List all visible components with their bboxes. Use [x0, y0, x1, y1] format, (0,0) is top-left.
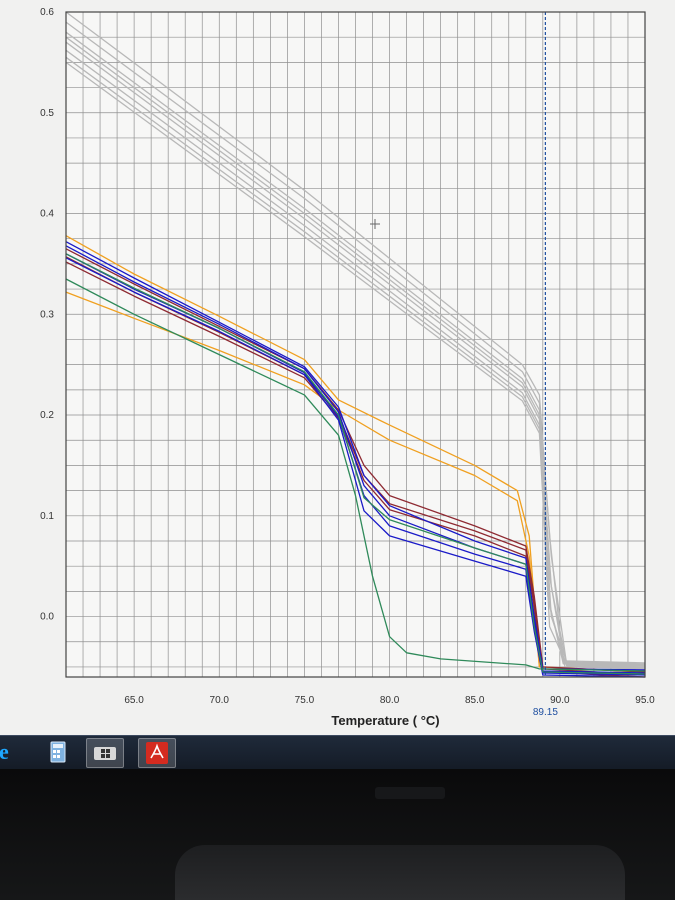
x-tick-label: 90.0	[550, 695, 570, 706]
plot-border	[65, 11, 646, 678]
y-tick-label: 0.4	[40, 209, 54, 220]
y-tick-label: 0.1	[40, 511, 54, 522]
pdf-icon-bg	[146, 742, 168, 764]
ie-icon-glyph: e	[0, 741, 9, 763]
monitor-stand	[175, 845, 625, 900]
series-line-4	[65, 36, 646, 669]
ie-e-glyph: e	[0, 741, 9, 763]
x-tick-label: 85.0	[465, 695, 485, 706]
app-window-shape	[94, 747, 116, 760]
y-tick-label: 0.2	[40, 410, 54, 421]
y-tick-label: 0.0	[40, 612, 54, 623]
series-line-5	[65, 41, 646, 667]
windows-logo-pane	[106, 754, 110, 758]
windows-app-icon[interactable]	[86, 738, 124, 768]
series-line-9	[65, 235, 646, 673]
x-tick-label: 75.0	[295, 695, 315, 706]
windows-logo-pane	[101, 749, 105, 753]
x-tick-label: 65.0	[124, 695, 144, 706]
series-line-3	[65, 31, 646, 670]
y-tick-label: 0.5	[40, 108, 54, 119]
screen: 89.15 0.0 0.1 0.2 0.3 0.4 0.5 0.6 65.0 70.0 75.0 80…	[0, 0, 675, 735]
series-line-6	[65, 49, 646, 666]
series-line-14	[65, 241, 646, 671]
x-tick-label: 80.0	[380, 695, 400, 706]
y-tick-label: 0.6	[40, 7, 54, 18]
series-line-15	[65, 245, 646, 674]
calculator-key	[53, 755, 56, 758]
series-line-13	[65, 261, 646, 678]
x-tick-label: 95.0	[635, 695, 655, 706]
taskbar: e	[0, 735, 675, 770]
melt-curve-chart: 89.15 0.0 0.1 0.2 0.3 0.4 0.5 0.6 65.0 70.0 75.0 80…	[40, 7, 655, 728]
monitor-logo	[375, 787, 445, 799]
calculator-key	[57, 750, 60, 753]
pdf-icon-mark	[150, 743, 164, 759]
y-tick-label: 0.3	[40, 309, 54, 320]
calculator-key	[57, 755, 60, 758]
x-tick-label: 70.0	[210, 695, 230, 706]
x-axis-title: Temperature ( °C)	[331, 713, 439, 728]
ie-icon[interactable]: e	[0, 738, 18, 766]
windows-app-icon-glyph	[94, 747, 116, 760]
pdf-icon-glyph	[146, 742, 168, 764]
pdf-icon[interactable]	[138, 738, 176, 768]
series-line-17	[65, 257, 646, 678]
calculator-key	[53, 750, 56, 753]
calculator-icon-glyph	[50, 741, 66, 763]
marker-line-label: 89.15	[533, 707, 558, 718]
series-line-8	[65, 61, 646, 664]
series-line-7	[65, 56, 646, 665]
series-line-19	[65, 278, 646, 672]
windows-logo-pane	[106, 749, 110, 753]
windows-logo-pane	[101, 754, 105, 758]
calculator-screen	[53, 744, 63, 748]
series-line-18	[65, 253, 646, 675]
calculator-icon[interactable]	[40, 738, 76, 766]
